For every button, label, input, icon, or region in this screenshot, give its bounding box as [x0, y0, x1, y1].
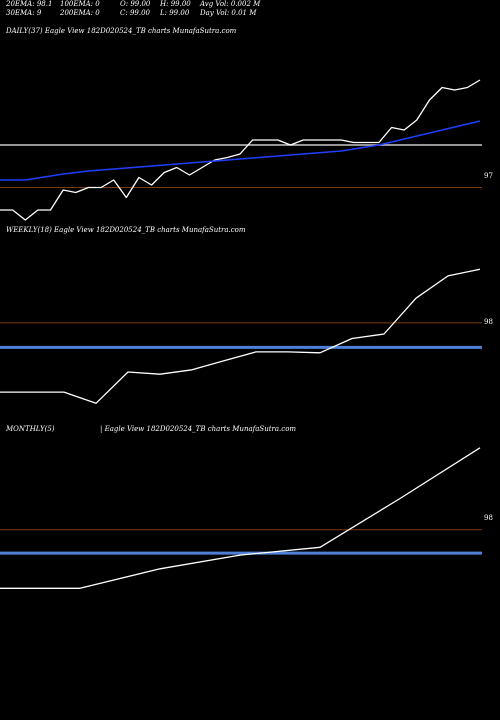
close-stat: C: 99.00 — [120, 9, 151, 17]
weekly-tick-label: 98 — [484, 318, 493, 326]
low-stat: L: 99.00 — [159, 9, 190, 17]
ema20-stat: 20EMA: 98.1 — [5, 0, 52, 8]
daily-tick-label: 97 — [484, 172, 493, 180]
avg-vol-stat: Avg Vol: 0.002 M — [199, 0, 261, 8]
monthly-tick-label: 98 — [484, 514, 493, 522]
monthly-chart-title: MONTHLY(5) — [5, 425, 55, 433]
weekly-price-line — [0, 268, 481, 404]
ema200-stat: 200EMA: 0 — [59, 9, 100, 17]
daily-chart-title: DAILY(37) Eagle View 182D020524_TB chart… — [5, 27, 237, 35]
high-stat: H: 99.00 — [159, 0, 191, 8]
monthly-price-line — [0, 447, 481, 589]
monthly-chart-subtitle: | Eagle View 182D020524_TB charts Munafa… — [100, 425, 296, 433]
ema100-stat: 100EMA: 0 — [60, 0, 100, 8]
daily-ema-line — [0, 120, 481, 181]
daily-price-line — [0, 79, 481, 221]
day-vol-stat: Day Vol: 0.01 M — [199, 9, 257, 17]
ema30-stat: 30EMA: 9 — [6, 9, 42, 17]
open-stat: O: 99.00 — [120, 0, 151, 8]
weekly-chart-title: WEEKLY(18) Eagle View 182D020524_TB char… — [6, 226, 246, 234]
